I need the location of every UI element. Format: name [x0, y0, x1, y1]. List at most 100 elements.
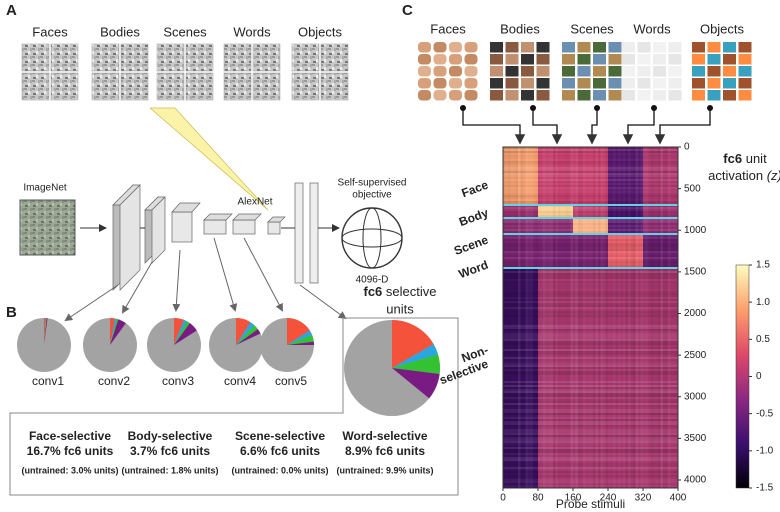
stripe: [503, 195, 678, 197]
stimulus-thumb: [418, 90, 431, 101]
stripe: [503, 351, 678, 353]
colorbar-axis: -1.5 -1.0 -0.5 0 0.5 1.0 1.5: [749, 260, 774, 494]
stimulus-thumb: [505, 54, 519, 65]
dot: [594, 105, 600, 111]
stripe: [503, 341, 678, 343]
colorbar-title: activation (z): [708, 168, 780, 183]
legend-percent: 8.9% fc6 units: [345, 444, 425, 458]
category-label: Bodies: [500, 21, 540, 36]
stripe: [623, 147, 626, 488]
legend-percent: 6.6% fc6 units: [240, 444, 320, 458]
stimulus-thumb: [449, 54, 462, 65]
heatmap-texture: [503, 147, 678, 488]
stimulus-thumb: [521, 78, 534, 89]
stimulus-image: [291, 43, 320, 72]
dot: [460, 105, 466, 111]
stripe: [503, 285, 678, 287]
stimulus-image: [223, 72, 252, 101]
row-group-label: Word: [457, 258, 490, 282]
stimulus-thumb: [521, 90, 534, 101]
stripe: [503, 265, 678, 267]
layer: [267, 221, 281, 235]
stripe: [588, 147, 591, 488]
colorbar-tick-label: 1.0: [756, 297, 770, 308]
block: [503, 205, 538, 218]
stimulus-thumb: [608, 66, 622, 77]
colorbar-title-bold: fc6: [723, 151, 742, 166]
x-tick-label: 160: [565, 493, 582, 504]
stripe: [503, 441, 678, 443]
stripe: [503, 479, 678, 481]
zoom-wedge: [149, 107, 269, 211]
x-tick-label: 320: [635, 493, 652, 504]
stimulus-thumb: [738, 90, 752, 101]
layer: [267, 216, 286, 223]
arrow: [622, 108, 655, 145]
stripe: [583, 147, 586, 488]
stripe: [625, 147, 628, 488]
stripe: [503, 291, 678, 293]
stripe: [503, 147, 678, 149]
stripe: [503, 169, 678, 171]
dot: [530, 105, 536, 111]
stripe: [503, 263, 678, 265]
stripe: [518, 147, 521, 488]
colorbar-title-z: (z): [767, 168, 780, 183]
stimulus-thumb: [577, 66, 591, 77]
stripe: [648, 147, 651, 488]
stripe: [608, 147, 611, 488]
stripe: [503, 261, 678, 263]
layer: [151, 196, 166, 264]
pie-slice: [44, 318, 48, 345]
stripe: [503, 249, 678, 251]
stripe: [638, 147, 641, 488]
category-label: Faces: [32, 24, 68, 39]
stripe: [671, 147, 674, 488]
x-tick-label: 240: [600, 493, 617, 504]
colorbar-tick-label: -0.5: [756, 408, 774, 419]
stimulus-image: [320, 43, 349, 72]
pie-slice: [44, 318, 47, 345]
stripe: [503, 175, 678, 177]
stripe: [503, 247, 678, 249]
stimulus-thumb: [536, 54, 550, 65]
stripe: [503, 269, 678, 271]
stripe: [503, 447, 678, 449]
stripe: [503, 349, 678, 351]
stimulus-thumb: [490, 54, 503, 65]
stimulus-thumb: [593, 66, 606, 77]
stripe: [640, 147, 643, 488]
legend-name: Face-selective: [29, 429, 111, 443]
stripe: [543, 147, 546, 488]
stimulus-image: [185, 43, 214, 72]
stimulus-thumb: [577, 54, 591, 65]
stripe: [503, 329, 678, 331]
pies: conv1 conv2 conv3 conv4 conv5: [17, 318, 440, 416]
stripe: [503, 457, 678, 459]
stripe: [503, 185, 678, 187]
stimulus-thumb: [593, 54, 606, 65]
legend-percent: 3.7% fc6 units: [130, 444, 210, 458]
stripe: [538, 147, 541, 488]
block: [503, 218, 573, 234]
stimulus-thumb: [418, 42, 431, 53]
stripe: [503, 197, 678, 199]
stripe: [673, 147, 676, 488]
stripe: [633, 147, 636, 488]
stimulus-thumb: [707, 90, 721, 101]
stripe: [503, 367, 678, 369]
layer: [203, 219, 227, 235]
stimulus-thumb: [723, 54, 736, 65]
block: [503, 234, 608, 268]
y-tick-label: 3000: [684, 391, 707, 402]
stimulus-thumb: [562, 42, 575, 53]
stimulus-thumb: [692, 90, 705, 101]
layer-label: conv2: [98, 374, 130, 388]
stimulus-thumb: [653, 54, 666, 65]
stimulus-thumb: [707, 78, 721, 89]
stimulus-image: [320, 72, 349, 101]
stripe: [503, 381, 678, 383]
stripe: [668, 147, 671, 488]
stimulus-thumb: [464, 78, 478, 89]
